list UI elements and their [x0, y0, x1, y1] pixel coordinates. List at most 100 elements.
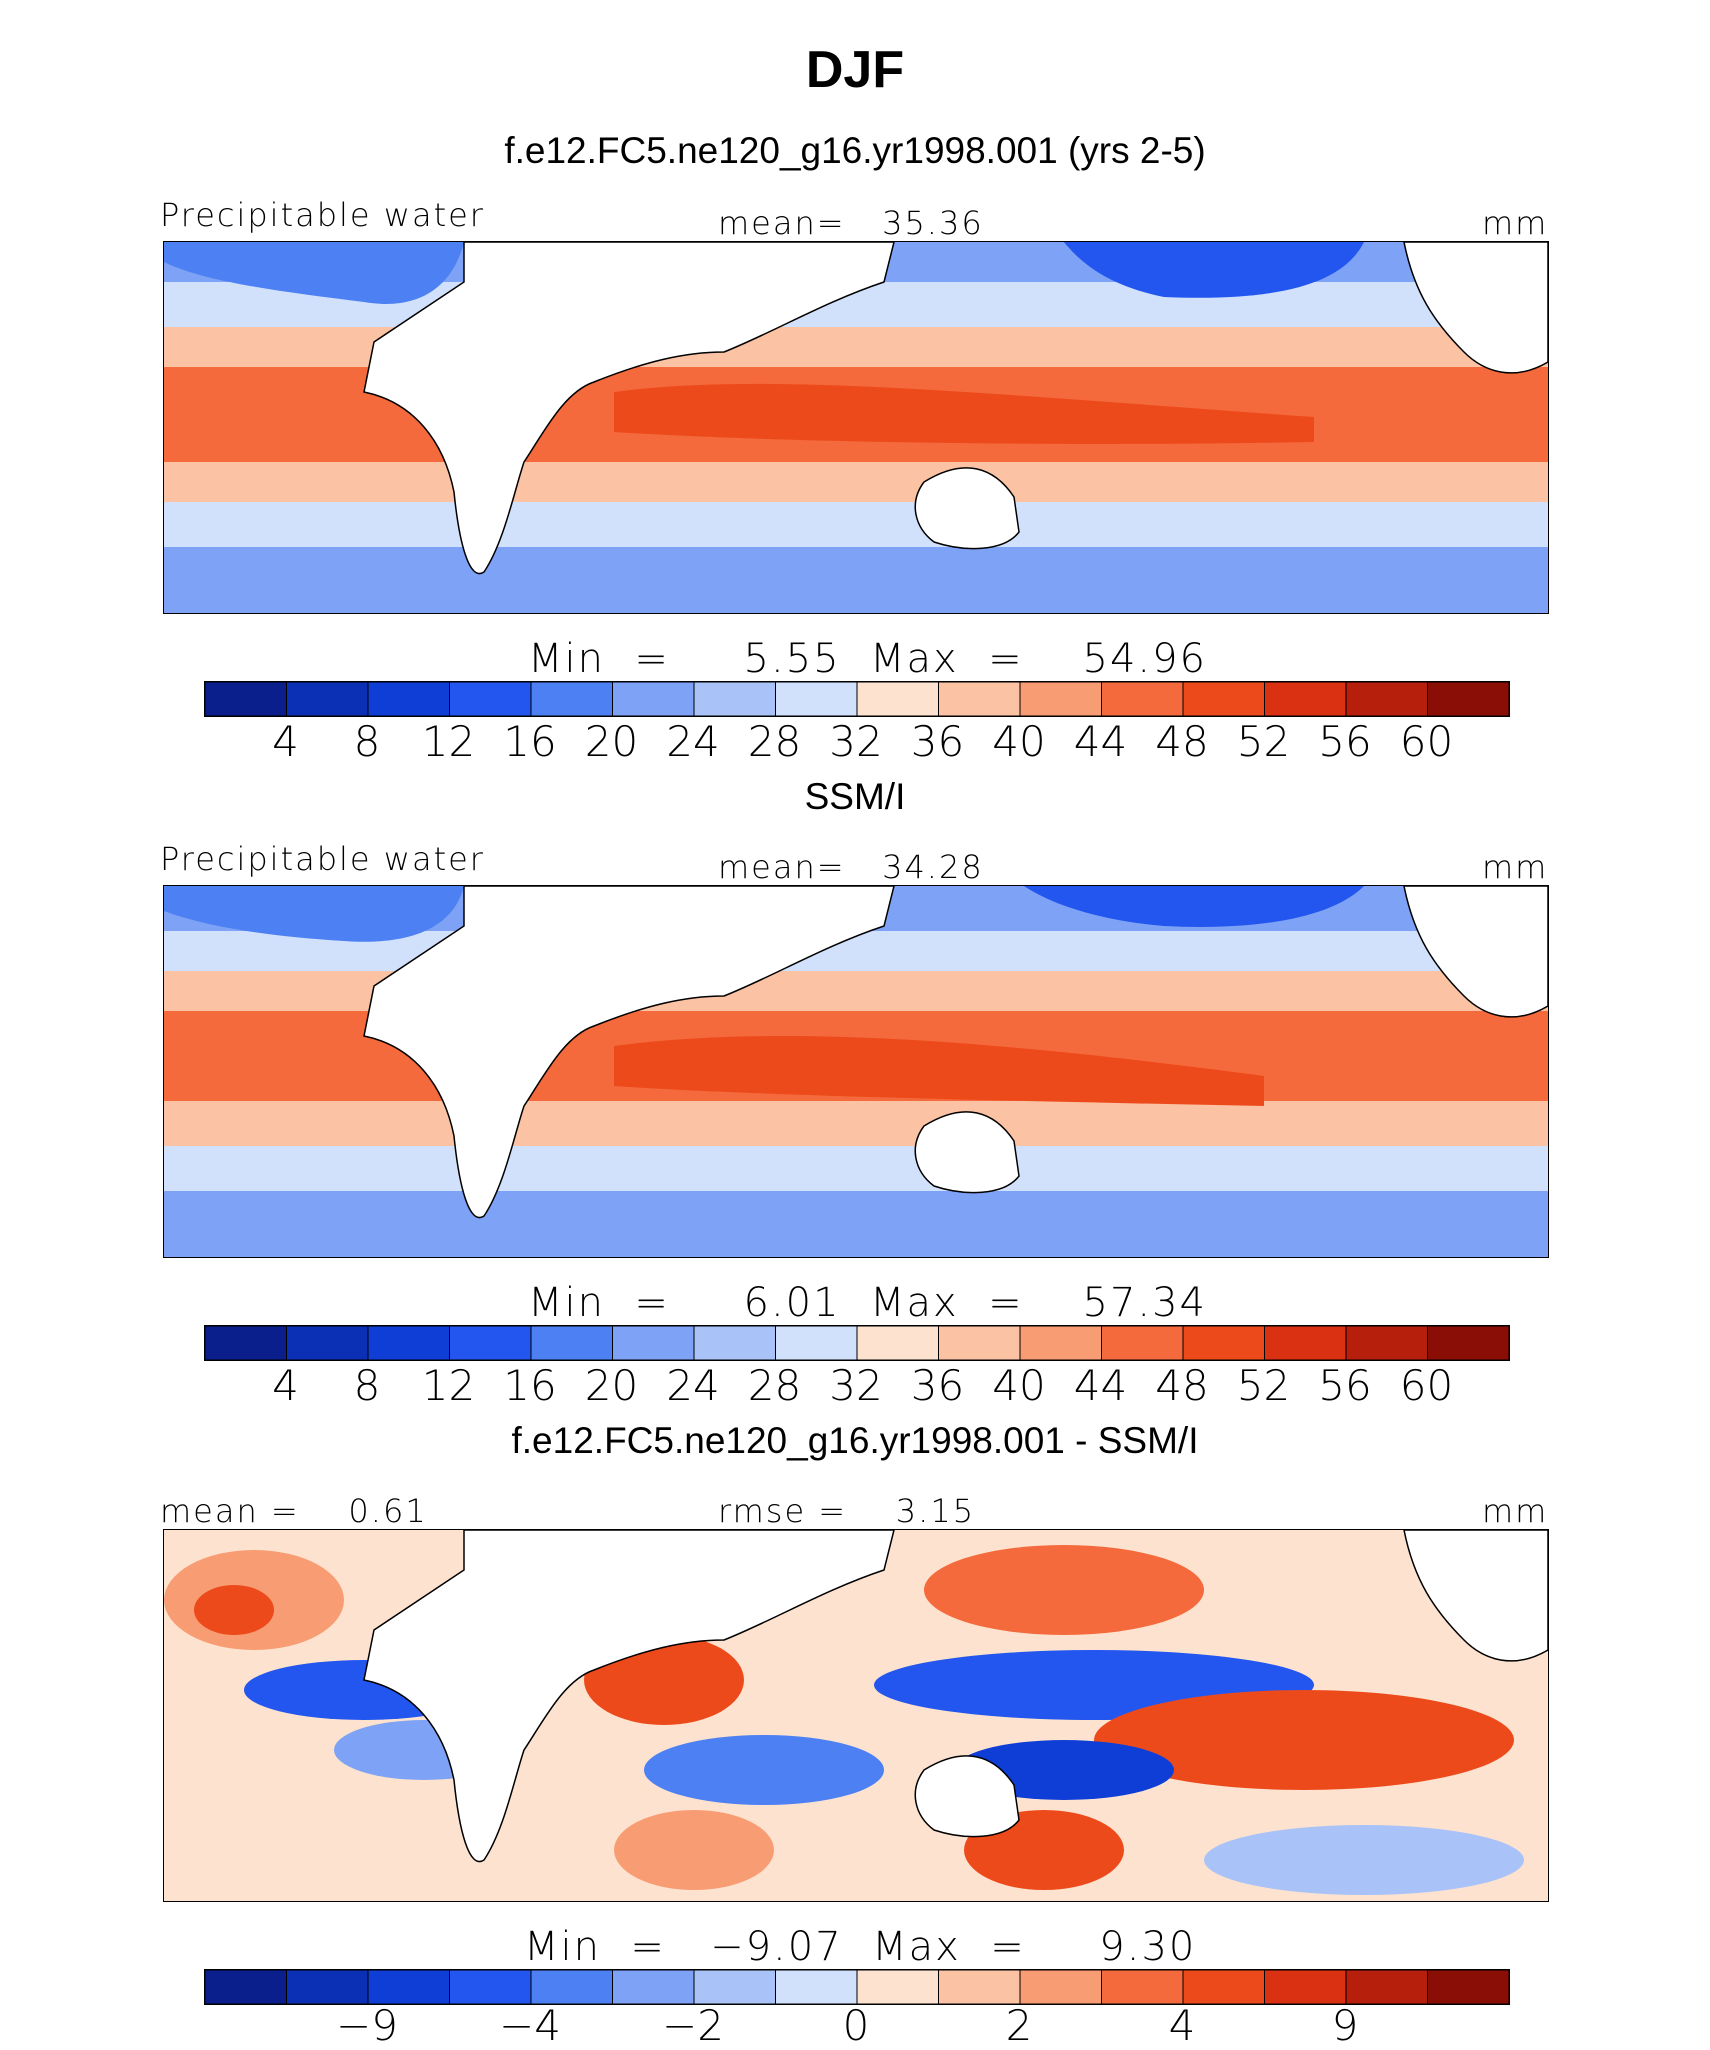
panel-1-map [163, 241, 1549, 614]
map-band [164, 1146, 1548, 1191]
colorbar-swatch [693, 682, 776, 716]
colorbar-swatch [775, 682, 858, 716]
map-land-americas [1403, 242, 1548, 374]
colorbar-tick-label: 24 [666, 717, 720, 766]
colorbar-swatch [938, 1326, 1021, 1360]
colorbar-swatch [449, 1326, 532, 1360]
colorbar-tick-label: 20 [584, 717, 639, 766]
map-negative-anomaly [1204, 1825, 1524, 1895]
colorbar-swatch [856, 682, 939, 716]
colorbar-swatch [449, 1970, 532, 2004]
colorbar-swatch [449, 682, 532, 716]
colorbar-tick-label: 48 [1155, 1361, 1209, 1410]
colorbar-tick-label: 48 [1155, 717, 1209, 766]
map-land-australia [914, 1755, 1020, 1838]
map-band [164, 462, 1548, 502]
colorbar-tick-label: 60 [1399, 1361, 1454, 1410]
colorbar-tick-label: 4 [1168, 2001, 1196, 2050]
map-south-band [164, 1191, 1548, 1257]
colorbar-tick-label: 8 [353, 717, 381, 766]
colorbar-tick-label: 2 [1005, 2001, 1033, 2050]
map-negative-anomaly [644, 1735, 884, 1805]
colorbar-tick-label: 16 [503, 1361, 557, 1410]
map-positive-anomaly [924, 1545, 1204, 1635]
colorbar-tick-label: 12 [421, 1361, 476, 1410]
colorbar-tick-label: 28 [747, 1361, 802, 1410]
panel-2-units-label: mm [1482, 848, 1549, 886]
colorbar-swatch [1427, 682, 1509, 716]
map-positive-anomaly [194, 1585, 274, 1635]
colorbar-swatch [286, 1970, 369, 2004]
panel-2-colorbar [204, 1325, 1510, 1361]
panel-2-colorbar-ticks: 4 8 12 16 20 24 28 32 36 40 44 48 52 56 60 [0, 1361, 1710, 1410]
colorbar-swatch [1345, 1326, 1428, 1360]
colorbar-swatch [856, 1326, 939, 1360]
colorbar-swatch [1182, 1326, 1265, 1360]
colorbar-swatch [612, 682, 695, 716]
panel-2-map-svg [164, 886, 1548, 1257]
colorbar-swatch [205, 1970, 287, 2004]
map-land-africa-eurasia [363, 1530, 895, 1863]
map-land-africa-eurasia [363, 886, 895, 1219]
panel-3-map [163, 1529, 1549, 1902]
colorbar-swatch [1427, 1326, 1509, 1360]
panel-2-colorbar-svg [205, 1326, 1509, 1360]
colorbar-swatch [1264, 1970, 1347, 2004]
colorbar-swatch [1019, 1326, 1102, 1360]
colorbar-swatch [286, 1326, 369, 1360]
colorbar-swatch [1182, 1970, 1265, 2004]
colorbar-swatch [1264, 1326, 1347, 1360]
panel-3-heading: f.e12.FC5.ne120_g16.yr1998.001 - SSM/I [511, 1420, 1199, 1461]
colorbar-tick-label: −4 [499, 2001, 561, 2050]
panel-3-minmax: Min = −9.07 Max = 9.30 [524, 1924, 1197, 1970]
colorbar-swatch [612, 1326, 695, 1360]
colorbar-swatch [1345, 682, 1428, 716]
colorbar-swatch [693, 1970, 776, 2004]
colorbar-tick-label: 40 [992, 717, 1046, 766]
colorbar-swatch [1019, 682, 1102, 716]
panel-1-units-label: mm [1482, 204, 1549, 242]
map-band [164, 1101, 1548, 1146]
colorbar-tick-label: 56 [1318, 1361, 1372, 1410]
colorbar-tick-label: 44 [1073, 1361, 1128, 1410]
colorbar-swatch [286, 682, 369, 716]
figure-title: DJF [805, 41, 905, 99]
map-cold-region [164, 886, 464, 942]
panel-2-minmax: Min = 6.01 Max = 57.34 [528, 1280, 1207, 1326]
colorbar-tick-label: 36 [910, 1361, 965, 1410]
map-land-africa-eurasia [363, 242, 895, 575]
colorbar-swatch [530, 1970, 613, 2004]
panel-2-mean-label: mean= 34.28 [718, 848, 984, 886]
map-warm-pool [614, 1036, 1264, 1106]
colorbar-swatch [1019, 1970, 1102, 2004]
colorbar-swatch [205, 682, 287, 716]
colorbar-tick-label: 52 [1236, 717, 1291, 766]
colorbar-tick-label: 40 [992, 1361, 1046, 1410]
panel-3-colorbar-ticks: −9 −4 −2 0 2 4 9 [0, 2001, 1710, 2050]
panel-1-variable-label: Precipitable water [160, 196, 485, 234]
map-land-australia [914, 1111, 1020, 1194]
colorbar-tick-label: 9 [1331, 2001, 1359, 2050]
colorbar-swatch [612, 1970, 695, 2004]
colorbar-swatch [205, 1326, 287, 1360]
colorbar-tick-label: 32 [829, 1361, 883, 1410]
colorbar-swatch [1101, 1970, 1184, 2004]
map-land-americas [1403, 1530, 1548, 1662]
colorbar-tick-label: 20 [584, 1361, 639, 1410]
panel-3-map-svg [164, 1530, 1548, 1901]
map-positive-anomaly [614, 1810, 774, 1890]
panel-2-heading: SSM/I [804, 776, 906, 817]
colorbar-swatch [1427, 1970, 1509, 2004]
colorbar-tick-label: 36 [910, 717, 965, 766]
colorbar-tick-label: −9 [336, 2001, 398, 2050]
panel-3-colorbar-svg [205, 1970, 1509, 2004]
colorbar-swatch [693, 1326, 776, 1360]
colorbar-swatch [938, 682, 1021, 716]
colorbar-tick-label: −2 [662, 2001, 724, 2050]
map-band [164, 502, 1548, 547]
colorbar-swatch [856, 1970, 939, 2004]
panel-3-rmse-label: rmse = 3.15 [718, 1492, 976, 1530]
colorbar-swatch [938, 1970, 1021, 2004]
panel-1-heading: f.e12.FC5.ne120_g16.yr1998.001 (yrs 2-5) [504, 130, 1206, 171]
panel-1-minmax: Min = 5.55 Max = 54.96 [528, 636, 1207, 682]
